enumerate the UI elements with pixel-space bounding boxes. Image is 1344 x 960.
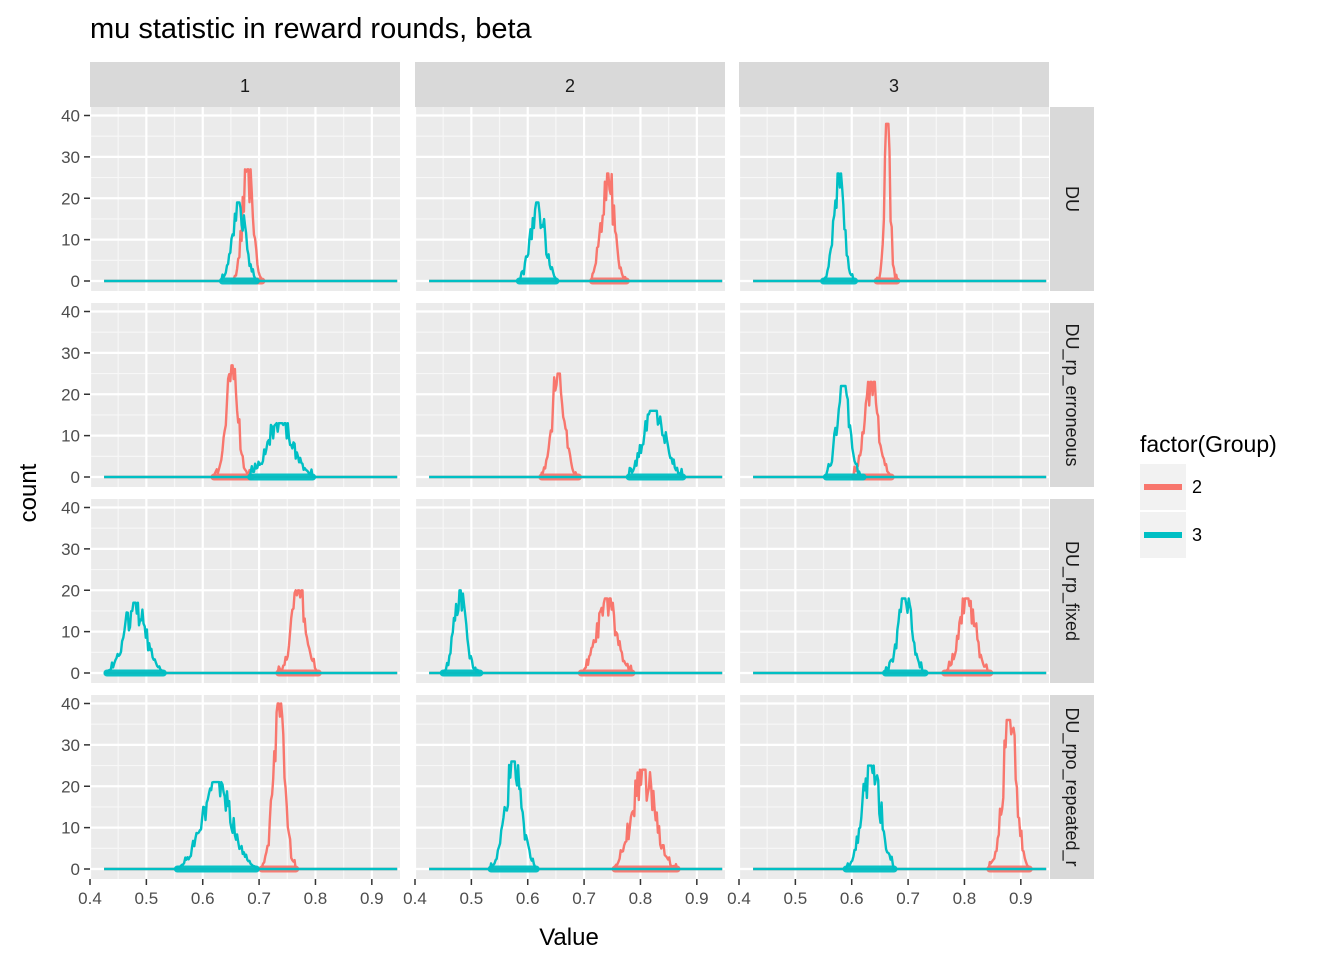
row-strip-label: DU [1062,186,1082,212]
y-tick-label: 30 [61,736,80,755]
y-tick-label: 20 [61,189,80,208]
y-tick-label: 10 [61,231,80,250]
y-tick-label: 20 [61,581,80,600]
chart-title: mu statistic in reward rounds, beta [90,13,533,45]
y-tick-label: 40 [61,303,80,322]
panel: 0 10 20 30 40 [61,499,400,683]
x-tick-label: 0.5 [135,889,159,908]
row-strip-label: DU_rpo_repeated_r [1061,707,1082,866]
series-line-group-3 [429,409,723,479]
y-tick-label: 10 [61,819,80,838]
panel: 0.4 0.5 0.6 0.7 0.8 0.9 [727,695,1049,908]
panel: 0 10 20 30 40 0.4 0.5 0.6 0.7 0.8 0.9 [61,695,400,908]
row-strip-label-group: DU_rp_fixed [1061,541,1082,641]
y-tick-label: 30 [61,148,80,167]
row-strip [1050,499,1094,683]
panel: 0 10 20 30 40 [61,107,400,291]
series-line-group-3 [753,764,1047,871]
row-strip [1050,107,1094,291]
x-tick-label: 0.6 [516,889,540,908]
x-tick-label: 0.9 [685,889,709,908]
column-strip [415,62,725,107]
row-strip-label: DU_rp_fixed [1061,541,1082,641]
x-tick-label: 0.6 [191,889,215,908]
series-line-group-3 [753,384,1047,479]
y-tick-label: 0 [71,664,80,683]
y-tick-label: 0 [71,860,80,879]
legend-title: factor(Group) [1140,431,1277,457]
x-tick-label: 0.7 [247,889,271,908]
column-strip-label: 3 [889,76,899,96]
row-strip [1050,695,1094,879]
column-strip-label: 1 [240,76,250,96]
series-line-group-3 [429,760,723,871]
y-tick-label: 30 [61,344,80,363]
panel: 0 10 20 30 40 [61,303,400,487]
y-tick-label: 0 [71,468,80,487]
series-line-group-3 [104,201,398,283]
panel [737,107,1049,291]
series-line-group-3 [753,597,1047,675]
legend-label-2: 2 [1192,477,1202,497]
series-line-group-3 [104,422,398,479]
x-tick-label: 0.9 [360,889,384,908]
x-tick-label: 0.4 [727,889,751,908]
x-tick-label: 0.4 [78,889,102,908]
y-tick-label: 40 [61,695,80,714]
y-tick-label: 20 [61,385,80,404]
facet-grid: 1 2 3 DU DU_rp_erroneous DU_rp_fixed DU_rpo_re… [61,62,1094,908]
y-tick-label: 10 [61,623,80,642]
legend-label-3: 3 [1192,525,1202,545]
series-line-group-3 [104,601,398,675]
legend-items: 23 [1140,464,1202,558]
y-tick-label: 30 [61,540,80,559]
row-strip-label-group: DU_rp_erroneous [1061,323,1082,466]
x-tick-label: 0.6 [840,889,864,908]
x-tick-label: 0.5 [784,889,808,908]
x-tick-label: 0.9 [1009,889,1033,908]
legend: factor(Group) 23 [1140,431,1277,558]
row-strip-label-group: DU_rpo_repeated_r [1061,707,1082,866]
series-line-group-3 [753,172,1047,283]
x-tick-label: 0.8 [304,889,328,908]
column-strip [90,62,400,107]
y-axis-title: count [15,463,42,522]
x-tick-label: 0.8 [629,889,653,908]
panel [413,499,725,683]
row-strip [1050,303,1094,487]
y-tick-label: 0 [71,272,80,291]
x-tick-label: 0.5 [460,889,484,908]
row-strip-label-group: DU [1062,186,1082,212]
panel [737,499,1049,683]
column-strip-label: 2 [565,76,575,96]
y-tick-label: 20 [61,777,80,796]
y-tick-label: 40 [61,107,80,126]
panel [413,107,725,291]
x-tick-label: 0.7 [572,889,596,908]
panel: 0.4 0.5 0.6 0.7 0.8 0.9 [403,695,725,908]
x-tick-label: 0.4 [403,889,427,908]
series-line-group-3 [429,201,723,283]
y-tick-label: 40 [61,499,80,518]
column-strip [739,62,1049,107]
panel [413,303,725,487]
x-tick-label: 0.7 [896,889,920,908]
x-axis-title: Value [539,924,599,951]
y-tick-label: 10 [61,427,80,446]
series-line-group-3 [104,780,398,871]
x-tick-label: 0.8 [953,889,977,908]
row-strip-label: DU_rp_erroneous [1061,323,1082,466]
panel [737,303,1049,487]
